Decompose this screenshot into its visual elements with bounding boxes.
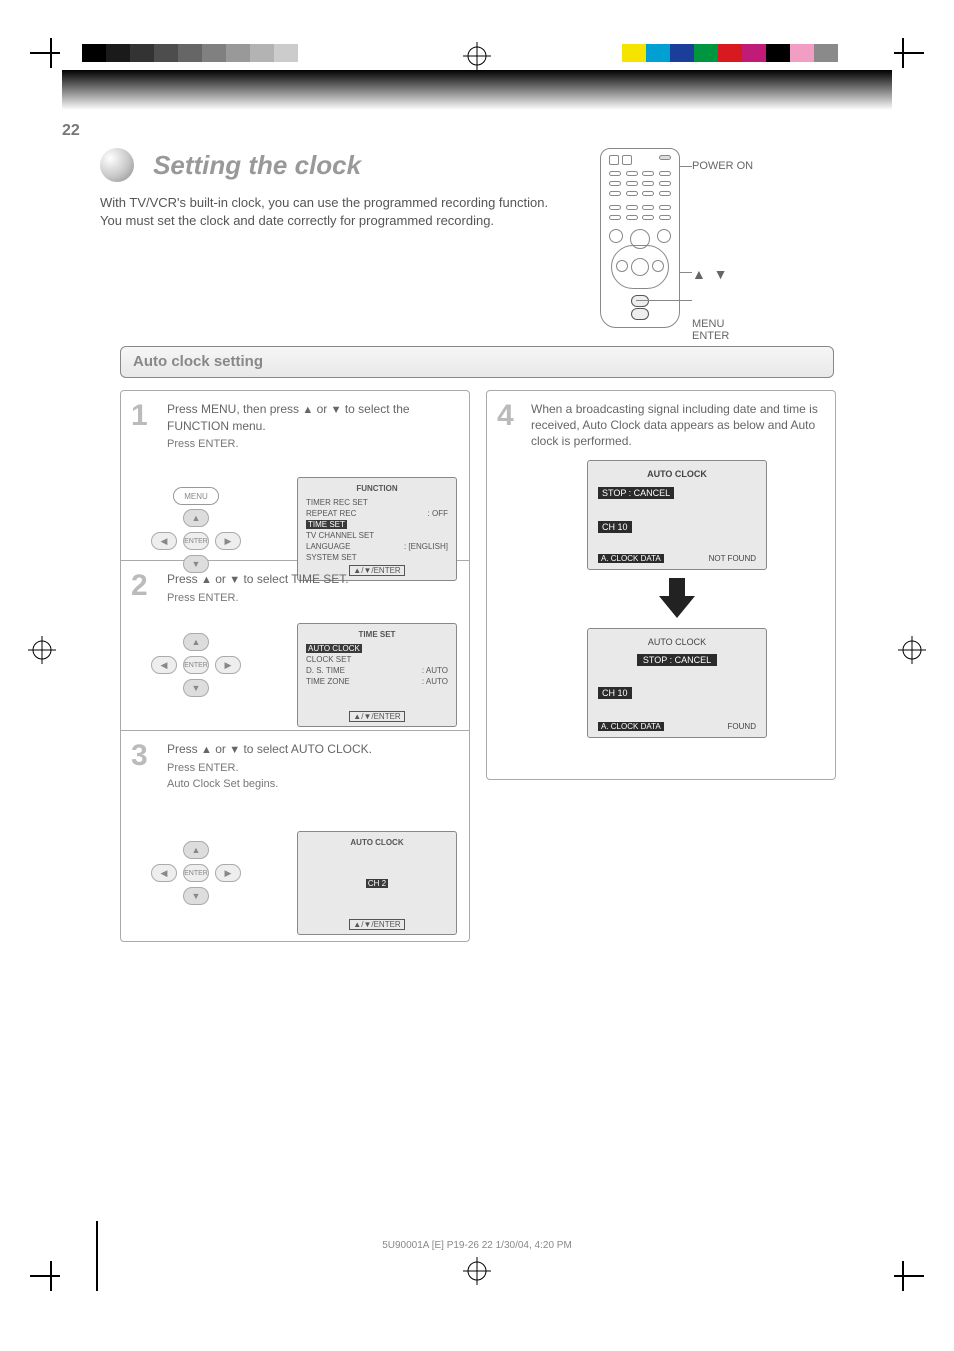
page-title: Setting the clock: [153, 150, 361, 181]
title-row: Setting the clock: [100, 148, 361, 182]
left-button-icon: ◀: [151, 656, 177, 674]
step-text: Press ▲ or ▼ to select TIME SET.: [167, 571, 457, 588]
callout-text: POWER ON: [692, 160, 753, 172]
up-arrow-icon: ▲: [201, 574, 212, 586]
down-arrow-icon: ▼: [331, 404, 342, 416]
step-text: Press MENU, then press ▲ or ▼ to select …: [167, 401, 457, 434]
registration-mark-icon: [463, 1257, 491, 1285]
hue-bar: [622, 44, 862, 62]
sphere-icon: [100, 148, 134, 182]
step-text: Press ▲ or ▼ to select AUTO CLOCK.: [167, 741, 457, 758]
header-gradient: [62, 70, 892, 110]
registration-mark-icon: [463, 42, 491, 70]
up-arrow-icon: ▲: [201, 744, 212, 756]
page-number: 22: [62, 122, 80, 140]
step-number: 2: [131, 569, 148, 603]
left-button-icon: ◀: [151, 864, 177, 882]
osd-screen: AUTO CLOCK CH 2 ▲/▼/ENTER: [297, 831, 457, 935]
section-header: Auto clock setting: [120, 346, 834, 378]
up-arrow-icon: ▲: [302, 404, 313, 416]
down-button-icon: ▼: [183, 679, 209, 697]
dpad-illustration: ▲ ▼ ◀ ▶ ENTER: [141, 841, 251, 931]
enter-button-icon: ENTER: [183, 864, 209, 882]
enter-button-icon: ENTER: [183, 656, 209, 674]
registration-mark-icon: [28, 636, 56, 664]
dpad-illustration: ▲ ▼ ◀ ▶ ENTER: [141, 633, 251, 723]
osd-screen: TIME SET AUTO CLOCKCLOCK SETD. S. TIME: …: [297, 623, 457, 727]
right-button-icon: ▶: [215, 864, 241, 882]
step-number: 3: [131, 739, 148, 773]
up-button-icon: ▲: [183, 509, 209, 527]
step-note: Auto Clock Set begins.: [167, 778, 457, 790]
left-button-icon: ◀: [151, 532, 177, 550]
registration-mark-icon: [898, 636, 926, 664]
greyscale-bar: [82, 44, 322, 62]
right-button-icon: ▶: [215, 656, 241, 674]
right-button-icon: ▶: [215, 532, 241, 550]
callout-menu-enter: MENU ENTER: [692, 294, 729, 342]
up-button-icon: ▲: [183, 633, 209, 651]
callout-power: POWER ON: [692, 160, 753, 172]
step-3: 3 Press ▲ or ▼ to select AUTO CLOCK. Pre…: [121, 731, 469, 941]
step-text: When a broadcasting signal including dat…: [531, 401, 823, 450]
step-note: Press ENTER.: [167, 438, 457, 450]
step-number: 4: [497, 399, 514, 433]
step-2: 2 Press ▲ or ▼ to select TIME SET. Press…: [121, 561, 469, 731]
step-number: 1: [131, 399, 148, 433]
osd-screen: AUTO CLOCK STOP : CANCEL CH 10 A. CLOCK …: [587, 628, 767, 738]
down-button-icon: ▼: [183, 887, 209, 905]
down-arrow-icon: ▼: [229, 574, 240, 586]
osd-screen: AUTO CLOCK STOP : CANCEL CH 10 A. CLOCK …: [587, 460, 767, 570]
steps-column-left: 1 Press MENU, then press ▲ or ▼ to selec…: [120, 390, 470, 942]
enter-button-icon: ENTER: [183, 532, 209, 550]
callout-text: MENU ENTER: [692, 318, 729, 342]
footer-caption: 5U90001A [E] P19-26 22 1/30/04, 4:20 PM: [0, 1240, 954, 1251]
down-arrow-icon: [531, 578, 823, 618]
down-arrow-icon: ▼: [229, 744, 240, 756]
step-note: Press ENTER.: [167, 762, 457, 774]
up-button-icon: ▲: [183, 841, 209, 859]
step-1: 1 Press MENU, then press ▲ or ▼ to selec…: [121, 391, 469, 561]
steps-column-right: 4 When a broadcasting signal including d…: [486, 390, 836, 780]
remote-illustration: [600, 148, 680, 328]
page-subtitle: With TV/VCR's built-in clock, you can us…: [100, 194, 560, 230]
step-note: Press ENTER.: [167, 592, 457, 604]
callout-arrows: ▲ ▼: [692, 266, 728, 282]
guide-line: [96, 1221, 98, 1291]
